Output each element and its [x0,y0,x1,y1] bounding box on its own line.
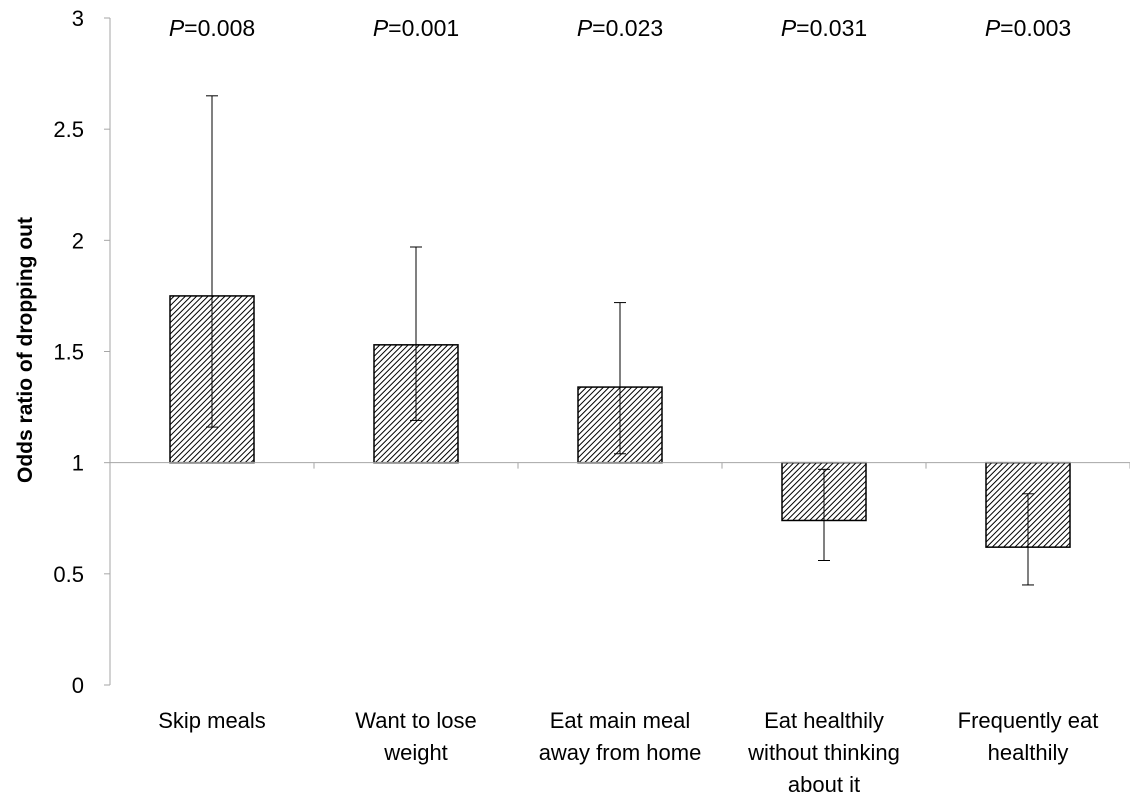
y-tick-label: 2 [72,228,84,253]
p-value-label: P=0.008 [169,15,255,41]
x-axis-baseline [109,462,1130,469]
y-tick-label: 3 [72,6,84,31]
x-category-label: Eat healthily without thinking about it [747,708,900,797]
category-labels: Skip meals Want to lose weight Eat main mea… [158,708,1098,797]
y-tick-label: 2.5 [53,117,84,142]
y-axis: 0 0.5 1 1.5 2 2.5 3 [53,6,111,698]
p-value-label: P=0.001 [373,15,459,41]
x-category-label: Frequently eat healthily [958,708,1099,765]
p-value-label: P=0.031 [781,15,867,41]
y-axis-label: Odds ratio of dropping out [14,217,37,483]
x-category-label: Want to lose weight [355,708,476,765]
p-value-label: P=0.023 [577,15,663,41]
x-category-label: Eat main meal away from home [539,708,702,765]
error-bars [206,95,1034,586]
y-tick-label: 0 [72,673,84,698]
x-category-label: Skip meals [158,708,266,733]
y-tick-label: 1.5 [53,340,84,365]
p-value-annotations: P=0.008 P=0.001 P=0.023 P=0.031 P=0.003 [169,15,1071,41]
y-tick-label: 1 [72,451,84,476]
y-tick-label: 0.5 [53,562,84,587]
p-value-label: P=0.003 [985,15,1071,41]
